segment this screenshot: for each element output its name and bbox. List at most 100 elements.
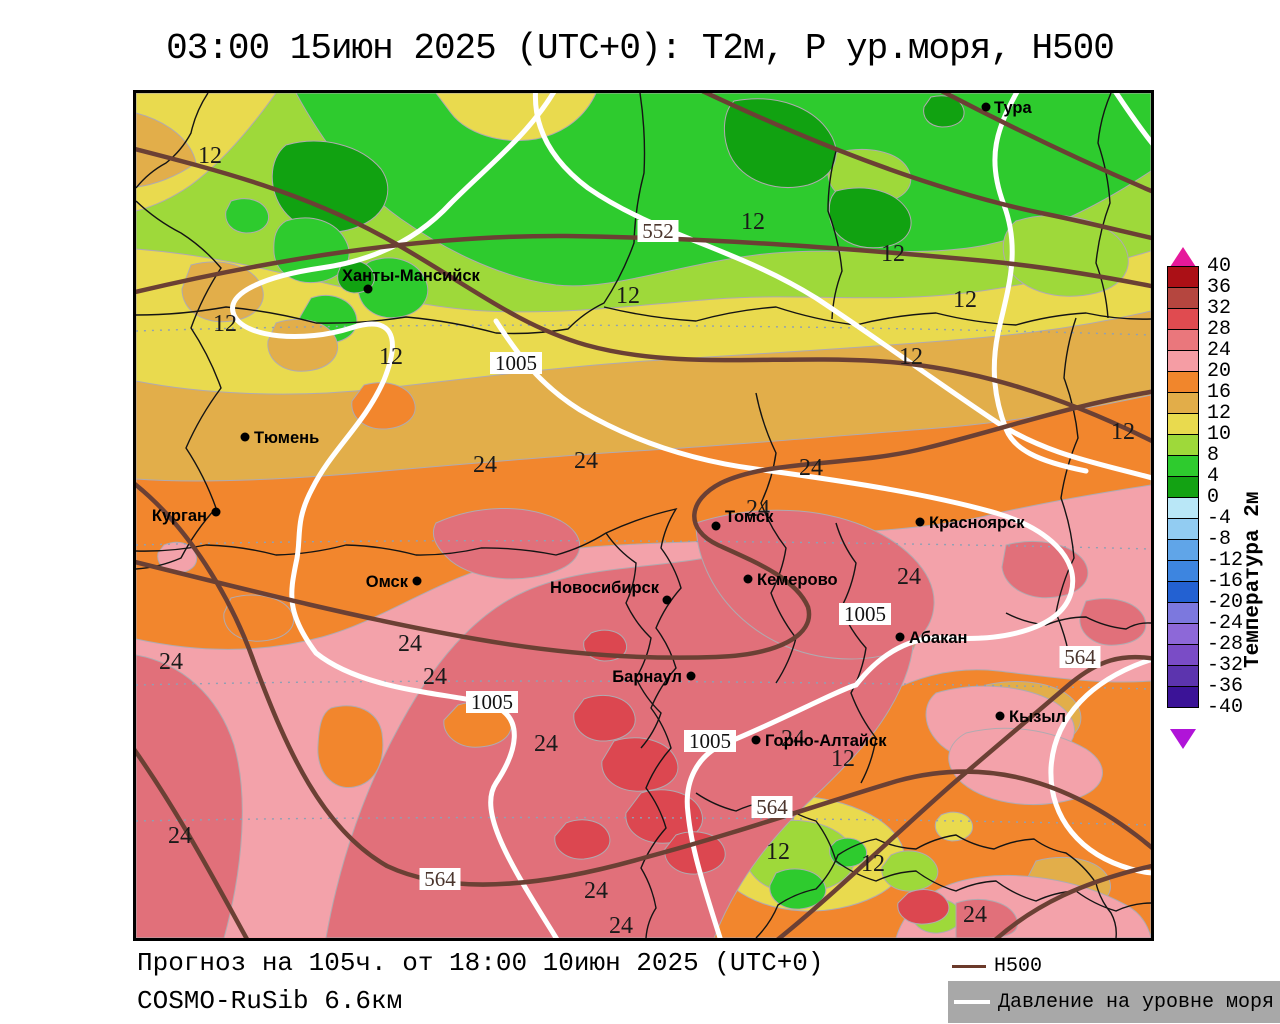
colorbar-cell xyxy=(1167,644,1199,666)
pressure-contour-label-box xyxy=(466,691,518,713)
city-label: Горно-Алтайск xyxy=(765,732,887,750)
colorbar-tick-label: -28 xyxy=(1207,633,1244,656)
temp-contour-label: 24 xyxy=(159,649,183,675)
forecast-info: Прогноз на 105ч. от 18:00 10июн 2025 (UT… xyxy=(137,948,824,978)
colorbar-cell xyxy=(1167,497,1199,519)
city-marker: Новосибирск xyxy=(550,579,672,605)
admin-border-line xyxy=(136,93,209,189)
h500-contour-label-text: 564 xyxy=(1064,645,1096,669)
h500-contour-label-text: 564 xyxy=(424,867,456,891)
city-marker: Омск xyxy=(366,573,422,591)
temp-contour-label: 24 xyxy=(781,726,805,752)
city-label: Томск xyxy=(725,508,774,526)
city-marker: Барнаул xyxy=(612,668,696,686)
temp-contour-label: 12 xyxy=(616,283,640,309)
colorbar-cell xyxy=(1167,602,1199,624)
legend-h500-label: H500 xyxy=(994,955,1043,978)
map-frame: 12 12 12 12 12 12 12 12 12 12 12 12 24 24 24 24 24 24 24 24… xyxy=(133,90,1154,941)
city-label: Абакан xyxy=(909,629,967,647)
colorbar-tick-label: -8 xyxy=(1207,528,1232,551)
temp-contour-label: 24 xyxy=(423,664,447,690)
temp-contour-label: 12 xyxy=(379,344,403,370)
colorbar-cell xyxy=(1167,623,1199,645)
colorbar-tick-label: -4 xyxy=(1207,507,1232,530)
admin-border-line xyxy=(1005,612,1151,630)
colorbar-cell xyxy=(1167,581,1199,603)
city-marker: Тура xyxy=(981,99,1032,117)
colorbar-cell xyxy=(1167,266,1199,288)
colorbar-tick-label: 16 xyxy=(1207,381,1232,404)
legend-pressure: Давление на уровне моря xyxy=(948,981,1280,1023)
city-marker: Абакан xyxy=(895,629,967,647)
colorbar-title: Температура 2м xyxy=(1242,491,1265,668)
temp-contour-label: 12 xyxy=(198,143,222,169)
temp-contour-label: 12 xyxy=(741,209,765,235)
colorbar-arrow-bottom-icon xyxy=(1170,729,1196,749)
temp-contour-label: 12 xyxy=(1111,419,1135,445)
city-dot xyxy=(662,595,672,605)
city-dot xyxy=(240,432,250,442)
colorbar-tick-label: 24 xyxy=(1207,339,1232,362)
city-dot xyxy=(711,521,721,531)
pressure-contour-label: 1005 xyxy=(684,729,736,753)
colorbar-tick-label: 0 xyxy=(1207,486,1220,509)
city-label: Курган xyxy=(152,507,207,525)
city-marker: Горно-Алтайск xyxy=(751,732,887,750)
h500-contour-label: 564 xyxy=(1059,645,1101,669)
colorbar-cell xyxy=(1167,392,1199,414)
colorbar-cell xyxy=(1167,287,1199,309)
h500-contour-label-box xyxy=(637,220,679,242)
city-label: Кемерово xyxy=(757,571,838,589)
pressure-contour-label: 1005 xyxy=(839,602,891,626)
colorbar-tick-label: 10 xyxy=(1207,423,1232,446)
colorbar-cell xyxy=(1167,560,1199,582)
temp-contour-label: 24 xyxy=(799,455,823,481)
h500-contour-label: 552 xyxy=(637,219,679,243)
h500-line-sample-icon xyxy=(952,965,986,968)
colorbar-tick-label: -24 xyxy=(1207,612,1244,635)
colorbar-cell xyxy=(1167,413,1199,435)
temp-contour-label: 24 xyxy=(746,496,770,522)
city-dot xyxy=(211,507,221,517)
pressure-contour-label: 1005 xyxy=(466,690,518,714)
colorbar-tick-label: -16 xyxy=(1207,570,1244,593)
page-title: 03:00 15июн 2025 (UTC+0): T2м, P ур.моря… xyxy=(166,28,1115,69)
temp-contour-label: 12 xyxy=(766,839,790,865)
temp-contour-label: 24 xyxy=(574,448,598,474)
model-info: COSMO-RuSib 6.6км xyxy=(137,986,403,1016)
h500-contour-label: 564 xyxy=(419,867,461,891)
temp-contour-label: 24 xyxy=(398,631,422,657)
admin-border-line xyxy=(603,306,1151,326)
city-label: Барнаул xyxy=(612,668,682,686)
city-marker: Томск xyxy=(711,508,774,531)
temp-contour-label: 24 xyxy=(609,913,633,938)
temp-contour-label: 24 xyxy=(584,878,608,904)
city-dot xyxy=(981,102,991,112)
pressure-contour-label-box xyxy=(839,603,891,625)
admin-border-line xyxy=(605,532,662,749)
pressure-contour-label: 1005 xyxy=(490,351,542,375)
admin-border-line xyxy=(136,507,682,938)
city-dot xyxy=(743,574,753,584)
colorbar-cell xyxy=(1167,539,1199,561)
city-dot xyxy=(915,517,925,527)
h500-contour-label: 564 xyxy=(751,795,793,819)
city-label: Омск xyxy=(366,573,409,591)
admin-border-line xyxy=(136,93,646,335)
h500-contour-label-box xyxy=(419,868,461,890)
city-label: Красноярск xyxy=(929,514,1025,532)
temp-contour-label: 12 xyxy=(831,746,855,772)
colorbar-cell xyxy=(1167,350,1199,372)
temp-contour-label: 24 xyxy=(168,823,192,849)
colorbar-cell xyxy=(1167,518,1199,540)
colorbar-cell xyxy=(1167,371,1199,393)
colorbar-tick-label: 36 xyxy=(1207,276,1232,299)
colorbar-tick-label: -12 xyxy=(1207,549,1244,572)
temp-contour-label: 24 xyxy=(963,902,987,928)
colorbar-cell xyxy=(1167,434,1199,456)
temp-contour-label: 12 xyxy=(881,241,905,267)
colorbar-cell xyxy=(1167,665,1199,687)
temp-contour-label: 12 xyxy=(213,311,237,337)
temp-contour-label: 12 xyxy=(861,851,885,877)
